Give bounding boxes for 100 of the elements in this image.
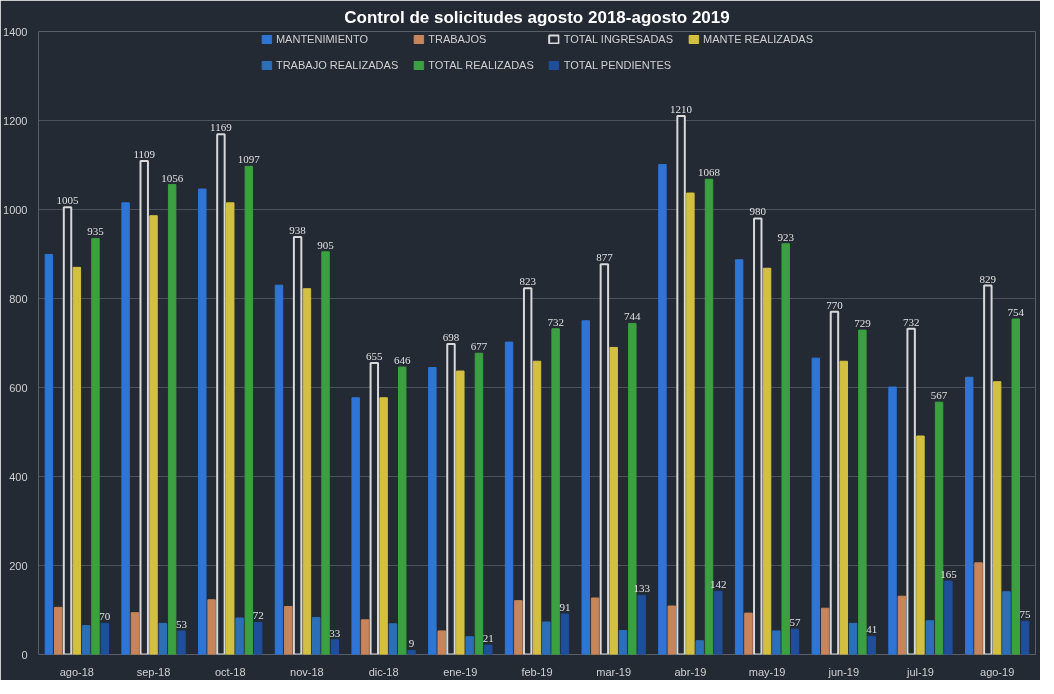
chart-title: Control de solicitudes agosto 2018-agosto 2019 — [344, 7, 730, 27]
data-label: 1109 — [133, 147, 156, 160]
bar — [321, 251, 330, 655]
bar — [72, 266, 82, 655]
x-tick-label: oct-18 — [214, 665, 246, 678]
data-label: 754 — [1007, 305, 1025, 318]
bar — [54, 606, 63, 655]
data-label: 744 — [624, 310, 642, 323]
bar — [762, 267, 772, 655]
bar — [560, 613, 570, 655]
y-tick-label: 400 — [9, 470, 28, 483]
bar — [734, 259, 744, 655]
legend-label: TRABAJOS — [428, 33, 487, 45]
bar — [130, 612, 140, 655]
bar — [330, 639, 340, 655]
y-tick-label: 800 — [9, 292, 28, 305]
bar — [790, 628, 800, 655]
data-label: 53 — [175, 617, 188, 630]
bar — [360, 619, 370, 655]
bar — [590, 597, 600, 655]
data-label: 829 — [979, 272, 997, 285]
bar — [465, 636, 474, 655]
bar — [302, 288, 312, 655]
bar — [167, 184, 177, 655]
legend-label: TOTAL REALIZADAS — [428, 59, 534, 71]
x-tick-label: may-19 — [748, 665, 786, 678]
bar — [91, 237, 100, 655]
bar — [456, 370, 465, 655]
bar — [428, 366, 437, 655]
bar — [284, 605, 293, 655]
bar — [514, 600, 523, 655]
data-label: 729 — [854, 317, 872, 330]
bar — [658, 164, 667, 655]
data-label: 732 — [902, 315, 920, 328]
bar — [695, 640, 704, 655]
bar — [916, 435, 925, 655]
bar — [253, 621, 263, 655]
data-label: 905 — [317, 238, 335, 251]
bar — [897, 595, 907, 655]
data-label: 646 — [393, 354, 411, 367]
bar — [551, 328, 560, 655]
data-label: 33 — [329, 626, 341, 639]
data-label: 41 — [866, 623, 878, 636]
bar — [848, 622, 858, 655]
bar — [964, 376, 974, 655]
bar — [44, 253, 54, 655]
data-label: 72 — [252, 609, 264, 622]
data-label: 938 — [289, 224, 307, 237]
bar — [379, 397, 388, 655]
bar — [388, 623, 398, 655]
bar — [888, 386, 897, 655]
y-tick-label: 600 — [9, 381, 28, 394]
bar — [1011, 318, 1020, 655]
data-label: 732 — [547, 315, 564, 328]
bar — [484, 644, 493, 655]
bar — [744, 612, 753, 655]
bar — [474, 352, 484, 655]
data-label: 9 — [408, 637, 415, 650]
bar — [177, 630, 186, 655]
bar — [618, 629, 628, 655]
data-label: 1068 — [698, 166, 721, 179]
bar — [542, 621, 551, 655]
data-label: 770 — [826, 298, 844, 311]
legend-label: MANTE REALIZADAS — [703, 33, 814, 45]
bar — [351, 397, 360, 655]
bar — [398, 366, 407, 655]
bar — [581, 320, 590, 655]
data-label: 21 — [482, 632, 494, 645]
data-label: 1210 — [670, 103, 693, 116]
legend-label: TOTAL PENDIENTES — [563, 59, 672, 71]
bar — [158, 622, 168, 655]
data-label: 1056 — [161, 171, 184, 184]
bar — [839, 360, 848, 655]
data-label: 567 — [930, 389, 948, 402]
data-label: 1169 — [210, 121, 233, 134]
y-tick-label: 0 — [21, 648, 28, 661]
data-label: 935 — [87, 225, 105, 238]
data-label: 923 — [777, 230, 795, 243]
data-label: 70 — [99, 610, 111, 623]
data-label: 823 — [519, 275, 537, 288]
data-label: 698 — [442, 330, 460, 343]
bar — [244, 165, 254, 655]
x-tick-label: abr-19 — [674, 665, 707, 678]
bar — [686, 192, 695, 655]
x-tick-label: sep-18 — [136, 665, 171, 678]
bar — [1020, 620, 1030, 655]
data-label: 877 — [596, 251, 614, 264]
bar — [274, 284, 284, 655]
bar — [121, 202, 130, 655]
bar — [504, 341, 514, 655]
bar — [437, 630, 446, 655]
bar — [312, 617, 321, 655]
data-label: 1097 — [237, 153, 261, 166]
y-tick-label: 200 — [9, 559, 28, 572]
bar — [820, 607, 830, 655]
x-tick-label: mar-19 — [596, 665, 632, 678]
data-label: 57 — [789, 616, 802, 629]
bar — [858, 329, 867, 655]
bar — [1002, 591, 1011, 655]
bar — [992, 381, 1002, 655]
